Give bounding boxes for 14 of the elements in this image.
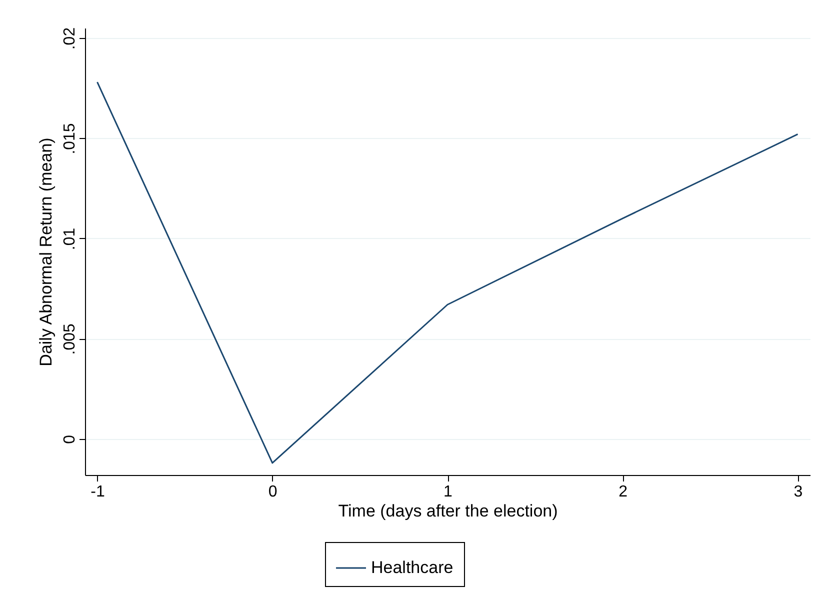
x-tick-label: 0 (268, 484, 278, 500)
y-tick-label: .01 (62, 228, 78, 250)
legend-label: Healthcare (371, 558, 454, 577)
y-axis-title: Daily Abnormal Return (mean) (36, 138, 56, 366)
x-tick-label: 3 (794, 484, 803, 500)
y-tick-label: 0 (62, 434, 78, 444)
x-tick-label: 2 (618, 484, 628, 500)
y-tick-label: .02 (62, 27, 78, 50)
line-series (96, 81, 798, 464)
y-tick-label: .015 (62, 123, 78, 154)
y-tick-label: .005 (62, 324, 78, 355)
x-tick-label: 1 (444, 484, 453, 500)
x-axis-title: Time (days after the election) (338, 502, 558, 520)
x-tick-label: -1 (90, 484, 105, 500)
